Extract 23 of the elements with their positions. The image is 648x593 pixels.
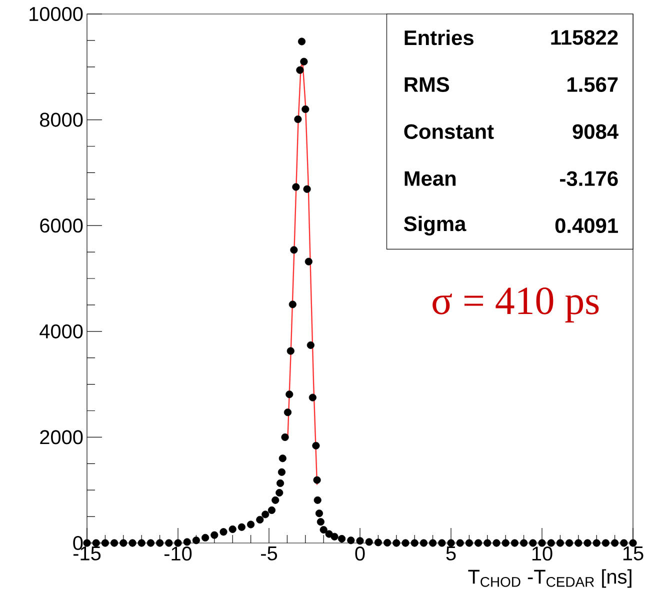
x-tick-label: 10 [532, 546, 552, 561]
annotation: Sigma [404, 216, 466, 236]
x-tick-label: 15 [623, 546, 644, 560]
x-tick-label: 5 [446, 546, 456, 560]
annotation: 1.567 [568, 77, 618, 92]
annotation: 115822 [551, 30, 618, 45]
annotation: 0.4091 [555, 218, 618, 234]
annotation: Entries [404, 30, 474, 46]
annotation: σ = 410 ps [432, 287, 599, 322]
annotation: -3.176 [560, 171, 618, 186]
x-tick-label: -10 [164, 546, 192, 561]
y-tick-label: 2000 [40, 430, 83, 444]
y-tick-label: 6000 [40, 218, 83, 233]
y-tick-label: 8000 [40, 112, 83, 127]
annotation: 9084 [572, 124, 618, 139]
x-axis-title: T$_{CHOD}$ -T$_{CEDAR}$ [ns] [468, 569, 632, 588]
y-tick-label: 10000 [30, 6, 83, 22]
y-tick-label: 4000 [40, 324, 83, 338]
x-tick-label: 0 [355, 546, 365, 561]
x-tick-label: -5 [261, 546, 278, 560]
annotation: Constant [404, 124, 494, 139]
annotation: RMS [404, 77, 450, 92]
annotation: Mean [404, 171, 456, 186]
